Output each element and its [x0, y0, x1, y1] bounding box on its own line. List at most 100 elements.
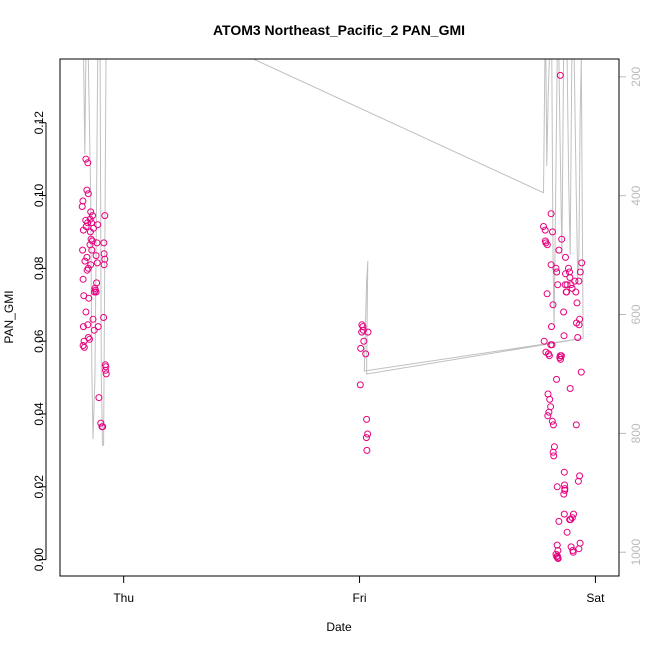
right-tick-label: 600	[629, 304, 643, 324]
x-tick-label: Thu	[113, 591, 134, 605]
data-point	[560, 308, 568, 316]
right-tick-label: 200	[629, 66, 643, 86]
data-point	[577, 368, 585, 376]
y-tick-label: 0.12	[32, 111, 46, 135]
data-point	[359, 326, 367, 334]
data-point	[548, 341, 556, 349]
data-point	[101, 212, 109, 220]
x-tick-label: Fri	[353, 591, 367, 605]
data-point	[86, 335, 93, 343]
data-point	[552, 264, 560, 272]
data-point	[574, 334, 582, 341]
data-point	[362, 350, 370, 358]
data-point	[549, 228, 556, 236]
data-point	[362, 434, 370, 442]
data-point	[562, 270, 569, 278]
data-point	[102, 366, 109, 374]
right-tick-label: 1000	[629, 539, 643, 566]
data-point	[574, 477, 582, 485]
data-point	[82, 155, 90, 163]
data-point	[550, 452, 558, 460]
data-point	[82, 308, 90, 316]
data-point	[87, 261, 95, 269]
data-point	[558, 235, 566, 243]
data-point	[554, 555, 562, 562]
data-point	[93, 259, 101, 267]
data-point	[560, 510, 568, 518]
data-point	[80, 343, 88, 351]
data-point	[78, 203, 86, 210]
data-point	[553, 483, 561, 491]
data-point	[88, 246, 96, 254]
data-point	[547, 261, 555, 269]
data-point	[557, 352, 565, 360]
data-point	[540, 337, 548, 345]
data-point	[566, 274, 574, 281]
pressure-line	[83, 59, 584, 446]
data-point	[554, 281, 562, 289]
data-point	[548, 417, 556, 425]
data-point	[97, 419, 105, 427]
data-point	[88, 237, 96, 245]
data-point	[540, 223, 547, 230]
data-point	[545, 408, 553, 416]
data-point	[81, 257, 89, 265]
data-point	[560, 468, 568, 476]
data-point	[84, 334, 92, 341]
data-point	[563, 288, 571, 296]
x-tick-label: Sat	[586, 591, 605, 605]
data-point	[85, 294, 93, 302]
data-point	[93, 279, 101, 287]
pan-gmi-series	[78, 71, 586, 562]
data-point	[79, 246, 87, 254]
data-point	[84, 264, 92, 272]
data-point	[90, 288, 98, 296]
data-point	[562, 253, 569, 261]
y-tick-label: 0.10	[32, 183, 46, 207]
data-point	[360, 337, 368, 345]
data-point	[560, 332, 568, 340]
data-point	[560, 490, 568, 498]
data-point	[578, 259, 586, 267]
data-point	[556, 71, 564, 79]
data-point	[84, 321, 92, 329]
data-point	[553, 541, 561, 549]
data-point	[83, 253, 91, 261]
data-point	[573, 299, 581, 307]
data-point	[357, 344, 365, 352]
data-point	[84, 190, 92, 198]
data-point	[93, 239, 101, 247]
data-point	[364, 430, 372, 438]
y-axis-label: PAN_GMI	[2, 290, 16, 343]
data-point	[90, 326, 98, 334]
data-point	[95, 394, 103, 402]
data-point	[561, 486, 569, 494]
data-point	[553, 268, 561, 276]
data-point	[94, 323, 102, 331]
data-point	[363, 446, 371, 454]
data-point	[561, 481, 568, 489]
y-tick-label: 0.02	[32, 475, 46, 499]
data-point	[563, 528, 571, 536]
data-point	[356, 381, 364, 389]
data-point	[576, 315, 584, 323]
data-point	[89, 315, 97, 323]
data-point	[567, 281, 575, 289]
data-point	[546, 395, 554, 403]
data-point	[87, 208, 95, 216]
data-point	[563, 281, 571, 289]
y-tick-label: 0.06	[32, 329, 46, 353]
data-point	[544, 412, 552, 420]
y-tick-label: 0.08	[32, 256, 46, 280]
y-tick-label: 0.04	[32, 402, 46, 426]
x-axis-label: Date	[326, 620, 352, 634]
data-point	[567, 516, 575, 524]
data-point	[79, 323, 87, 331]
data-point	[557, 355, 564, 363]
data-point	[79, 275, 87, 283]
data-point	[571, 277, 579, 285]
data-point	[553, 375, 560, 383]
data-point	[363, 415, 371, 423]
data-point	[92, 252, 100, 260]
data-point	[555, 246, 563, 254]
